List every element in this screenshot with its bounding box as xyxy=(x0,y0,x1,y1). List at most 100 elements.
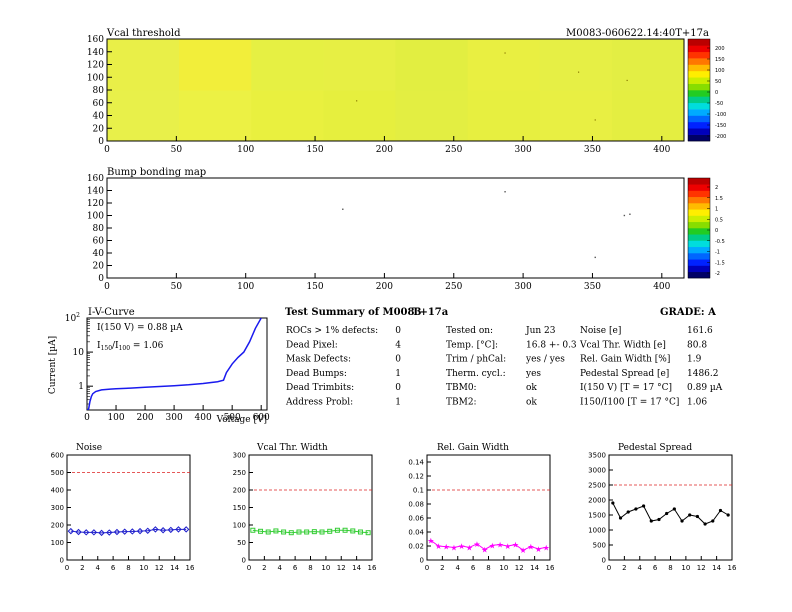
pedestal-point xyxy=(711,519,715,523)
vcal-palette-label: -150 xyxy=(715,123,726,129)
noise-point xyxy=(83,529,90,536)
width-plot: Vcal Thr. Width 0 2 4 6 8 10 12 14 16 0 50 100 150 200… xyxy=(233,443,377,572)
vcal-roc-block xyxy=(323,90,396,142)
gain-plot: Rel. Gain Width 0 2 4 6 8 10 12 14 16 0 0.02 0.04 0.0… xyxy=(408,443,555,572)
pedestal-point xyxy=(649,519,653,523)
pedestal-point xyxy=(680,519,684,523)
pedestal-ytick-label: 1500 xyxy=(588,512,606,520)
gain-point: ★ xyxy=(473,540,480,549)
bump-palette-label: -0.5 xyxy=(715,239,725,245)
vcal-roc-block xyxy=(107,39,180,91)
vcal-roc-block xyxy=(539,90,613,142)
bump-ytick-label: 20 xyxy=(93,262,105,272)
vcal-palette-swatch xyxy=(688,83,710,91)
pedestal-plot: Pedestal Spread 0 2 4 6 8 10 12 14 16 0 500 1000 1500… xyxy=(588,443,737,572)
gain-point: ★ xyxy=(504,542,511,551)
pedestal-point xyxy=(688,513,692,517)
vcal-roc-block xyxy=(251,90,324,142)
vcal-palette-swatch xyxy=(688,45,710,53)
noise-xtick-label: 4 xyxy=(96,564,101,572)
bump-ytick-label: 100 xyxy=(87,212,104,222)
vcal-xtick-label: 250 xyxy=(445,145,462,155)
bump-xtick-label: 350 xyxy=(584,282,601,292)
summary-mid-value: ok xyxy=(526,383,537,393)
pedestal-xtick-label: 12 xyxy=(697,564,706,572)
gain-point: ★ xyxy=(450,543,457,552)
bump-palette-swatch xyxy=(688,184,710,191)
summary-right-value: 1.06 xyxy=(687,398,707,408)
bump-palette-swatch xyxy=(688,259,710,266)
width-ytick-label: 250 xyxy=(233,469,246,477)
bump-palette-label: 1 xyxy=(715,207,718,213)
noise-ytick-label: 500 xyxy=(51,469,64,477)
pedestal-ytick-label: 500 xyxy=(593,542,606,550)
pedestal-series-line xyxy=(612,502,729,525)
bump-map-frame xyxy=(106,177,685,279)
vcal-palette-label: 200 xyxy=(715,46,725,52)
pedestal-xtick-label: 0 xyxy=(607,564,611,572)
summary-mid-label: TBM2: xyxy=(446,398,477,408)
width-point xyxy=(304,529,310,535)
summary-left-label: ROCs > 1% defects: xyxy=(286,326,378,336)
vcal-outlier-pixel xyxy=(626,79,628,82)
iv-series-line xyxy=(87,318,262,410)
summary-subtitle: T+17a xyxy=(412,307,449,318)
vcal-roc-block xyxy=(251,39,324,91)
summary-left-label: Mask Defects: xyxy=(286,355,351,365)
vcal-roc-block xyxy=(611,39,685,91)
iv-annotation-2: I150/I100 = 1.06 xyxy=(97,341,164,352)
summary-right-value: 1486.2 xyxy=(687,369,719,379)
noise-xtick-label: 10 xyxy=(139,564,148,572)
noise-ytick-label: 600 xyxy=(51,452,64,460)
vcal-palette-label: -200 xyxy=(715,134,726,140)
vcal-palette-swatch xyxy=(688,109,710,116)
width-xtick-label: 8 xyxy=(308,564,312,572)
noise-plot-title: Noise xyxy=(76,443,102,453)
vcal-palette-swatch xyxy=(688,96,710,104)
vcal-outlier-pixel xyxy=(577,71,580,73)
width-ytick-label: 0 xyxy=(242,557,246,565)
width-xtick-label: 0 xyxy=(247,564,251,572)
gain-point: ★ xyxy=(527,543,534,552)
iv-ytick-label: 102 xyxy=(65,312,80,324)
width-point xyxy=(342,527,348,533)
pedestal-xtick-label: 4 xyxy=(638,564,643,572)
width-point xyxy=(327,528,333,534)
bump-palette-swatch xyxy=(688,196,710,204)
bump-dead-pixel xyxy=(594,256,596,259)
grade-label: GRADE: A xyxy=(660,307,716,318)
pedestal-point xyxy=(672,507,676,511)
gain-xtick-label: 16 xyxy=(546,564,555,572)
bump-xtick-label: 0 xyxy=(104,282,110,292)
vcal-roc-block xyxy=(323,39,396,91)
gain-ytick-label: 0.04 xyxy=(408,529,424,537)
summary-right-value: 80.8 xyxy=(687,340,707,350)
vcal-roc-block xyxy=(395,39,469,91)
summary-right-value: 161.6 xyxy=(687,326,713,336)
summary-left-value: 0 xyxy=(395,383,401,393)
noise-series-line xyxy=(70,528,187,534)
width-point xyxy=(273,528,279,534)
vcal-palette-label: 0 xyxy=(715,90,718,96)
gain-point: ★ xyxy=(466,543,473,552)
width-point xyxy=(265,529,271,535)
width-xtick-label: 10 xyxy=(321,564,330,572)
pedestal-point xyxy=(634,507,638,511)
iv-ylabel: Current [µA] xyxy=(48,336,58,394)
pedestal-xtick-label: 8 xyxy=(668,564,672,572)
vcal-palette-label: 150 xyxy=(715,57,725,63)
bump-xtick-label: 50 xyxy=(171,282,183,292)
bump-dead-pixel xyxy=(629,213,631,215)
summary-right-label: Noise [e] xyxy=(580,326,621,336)
vcal-roc-block xyxy=(179,39,252,91)
bump-palette-label: -1.5 xyxy=(715,260,725,266)
summary-left-value: 4 xyxy=(395,340,401,350)
bump-xtick-label: 150 xyxy=(306,282,323,292)
gain-xtick-label: 14 xyxy=(530,564,539,572)
iv-curve-panel: I-V-Curve I(150 V) = 0.88 µA I150/I100 =… xyxy=(48,307,270,425)
pedestal-xtick-label: 2 xyxy=(622,564,626,572)
iv-ytick-label: 10 xyxy=(73,348,85,358)
pedestal-xtick-label: 6 xyxy=(653,564,658,572)
pedestal-xtick-label: 14 xyxy=(712,564,721,572)
